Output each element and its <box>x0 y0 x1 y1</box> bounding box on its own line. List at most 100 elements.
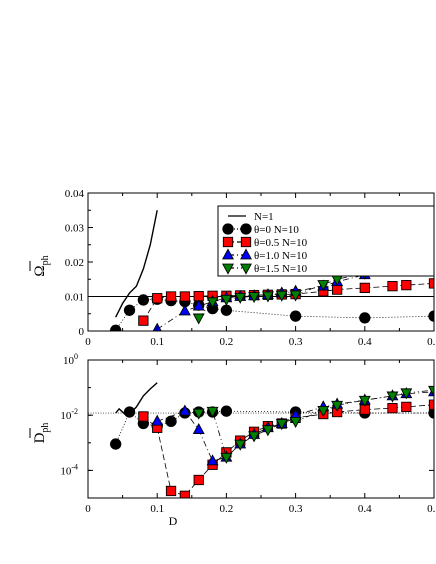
data-point <box>220 294 233 306</box>
legend-marker <box>222 263 234 275</box>
data-point <box>165 485 177 497</box>
data-point <box>193 291 204 302</box>
series-line-1 <box>115 298 434 331</box>
y-axis-label-subscript: ph <box>40 423 51 433</box>
x-tick-label: 0.2 <box>220 336 234 348</box>
data-point <box>192 408 205 420</box>
y-tick-label: 0.04 <box>65 188 85 200</box>
legend-marker <box>240 248 252 260</box>
data-point <box>206 406 219 418</box>
data-point <box>359 312 371 324</box>
y-tick-exponent: -4 <box>71 462 78 471</box>
data-point <box>192 313 205 325</box>
y-axis-label-subscript: ph <box>40 255 51 265</box>
data-point <box>220 304 233 316</box>
data-point <box>192 422 205 434</box>
x-axis-label: D <box>169 514 178 528</box>
legend-label: θ=0 N=10 <box>254 224 299 236</box>
data-point <box>138 315 149 326</box>
data-point <box>261 291 274 303</box>
x-tick-label: 0.1 <box>150 503 164 515</box>
data-point <box>359 282 370 294</box>
data-point <box>428 310 434 322</box>
data-point <box>110 324 122 331</box>
y-tick-label: 100 <box>63 352 78 367</box>
y-tick-label: 0.01 <box>65 292 84 304</box>
data-point <box>261 425 274 437</box>
x-tick-label: 0 <box>85 336 91 348</box>
x-tick-label: 0.1 <box>150 336 164 348</box>
data-point <box>220 405 233 417</box>
y-tick-exponent: 0 <box>74 352 78 361</box>
legend-marker <box>222 223 234 235</box>
y-tick-exponent: -2 <box>71 407 78 416</box>
legend-label: θ=0.5 N=10 <box>254 237 308 249</box>
data-point <box>401 279 412 291</box>
data-point <box>179 490 191 498</box>
data-point <box>193 474 204 486</box>
data-point <box>275 290 288 302</box>
data-point <box>401 401 412 413</box>
x-tick-label: 0.3 <box>289 503 303 515</box>
x-tick-label: 0.5 <box>427 336 436 348</box>
series-line-0 <box>115 382 158 416</box>
y-axis-label: Dph <box>32 423 51 444</box>
data-point <box>137 294 150 306</box>
y-tick-label: 0.03 <box>65 223 85 235</box>
series-group <box>110 382 434 498</box>
data-point <box>317 405 330 418</box>
data-point <box>387 281 398 292</box>
data-point <box>248 431 261 443</box>
data-point <box>179 291 191 302</box>
data-point <box>151 414 164 426</box>
legend-label: θ=1.0 N=10 <box>254 250 308 262</box>
data-point <box>331 284 343 295</box>
x-tick-label: 0.4 <box>358 336 372 348</box>
data-point <box>234 292 247 304</box>
series-line-4 <box>198 389 434 458</box>
data-point <box>386 391 399 403</box>
data-point <box>331 400 344 412</box>
data-point <box>220 452 233 464</box>
omega-panel: 00.10.20.30.40.500.010.020.030.04ΩphN=1θ… <box>29 188 436 348</box>
data-point <box>358 395 371 407</box>
data-point <box>123 304 136 316</box>
data-point <box>289 290 302 302</box>
y-tick-label: 0 <box>79 326 85 338</box>
legend-marker <box>222 248 234 260</box>
x-tick-label: 0.5 <box>427 503 436 515</box>
data-point <box>178 304 191 316</box>
data-point <box>428 385 434 397</box>
x-tick-label: 0.2 <box>220 503 234 515</box>
data-point <box>152 293 163 304</box>
series-line-2 <box>143 404 434 497</box>
data-point <box>428 399 434 410</box>
x-tick-label: 0 <box>85 503 91 515</box>
data-point <box>123 406 136 418</box>
y-tick-label: 10-2 <box>60 407 78 422</box>
legend: N=1θ=0 N=10θ=0.5 N=10θ=1.0 N=10θ=1.5 N=1… <box>217 205 435 277</box>
legend-marker <box>240 263 252 275</box>
diffusion-panel: 0 0.1 0.2 0.3 0.4 0.5 100 10-2 10-4 Dph D <box>29 352 436 528</box>
data-point <box>206 297 219 309</box>
series-line-3 <box>157 391 434 462</box>
legend-label: N=1 <box>254 211 274 223</box>
data-point <box>138 411 149 422</box>
data-point <box>275 419 288 431</box>
legend-label: θ=1.5 N=10 <box>254 263 308 275</box>
data-point <box>317 280 330 292</box>
data-point <box>178 404 191 416</box>
data-point <box>206 454 219 466</box>
y-tick-label: 10-4 <box>60 462 78 477</box>
series-line-0 <box>115 210 158 318</box>
data-point <box>289 416 302 428</box>
y-axis-label: Ωph <box>32 255 51 276</box>
data-point <box>110 438 122 450</box>
data-point <box>248 292 261 304</box>
data-point <box>234 439 247 451</box>
data-point <box>192 299 205 311</box>
legend-marker <box>240 236 252 248</box>
data-point <box>289 310 302 322</box>
series-line-3 <box>156 254 434 330</box>
data-point <box>165 415 177 427</box>
